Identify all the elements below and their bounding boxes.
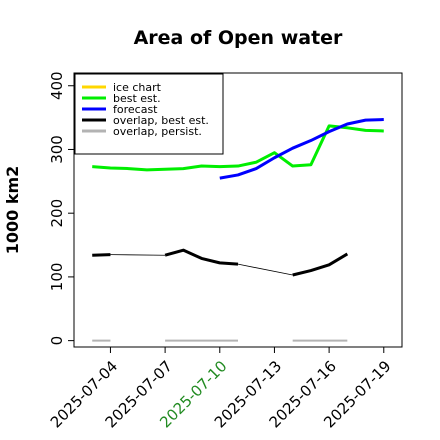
- legend-label: best est.: [113, 92, 161, 105]
- y-axis-label: 1000 km2: [3, 166, 22, 255]
- y-tick-label: 200: [48, 199, 66, 228]
- legend-label: forecast: [113, 103, 158, 116]
- x-axis: 2025-07-042025-07-072025-07-102025-07-13…: [47, 347, 395, 431]
- plot-frame: [73, 72, 403, 348]
- series-lines: [92, 118, 384, 342]
- y-tick-label: 100: [48, 263, 66, 292]
- series-line-overlap-best-est: [292, 252, 349, 277]
- legend-label: overlap, persist.: [113, 125, 202, 138]
- connector-line: [237, 263, 293, 276]
- series-line-forecast: [219, 118, 384, 180]
- series-line-overlap-best-est: [92, 253, 111, 257]
- chart-title: Area of Open water: [134, 27, 343, 49]
- series-line-best-est: [92, 124, 384, 172]
- connector-line: [110, 254, 166, 256]
- series-line-overlap-best-est: [164, 248, 239, 266]
- legend-label: ice chart: [113, 81, 162, 94]
- y-axis: 0 100 200 300 400: [48, 71, 74, 345]
- y-tick-label: 400: [48, 71, 66, 100]
- y-tick-label: 300: [48, 135, 66, 164]
- y-tick-label: 0: [48, 336, 66, 346]
- legend-label: overlap, best est.: [113, 114, 209, 127]
